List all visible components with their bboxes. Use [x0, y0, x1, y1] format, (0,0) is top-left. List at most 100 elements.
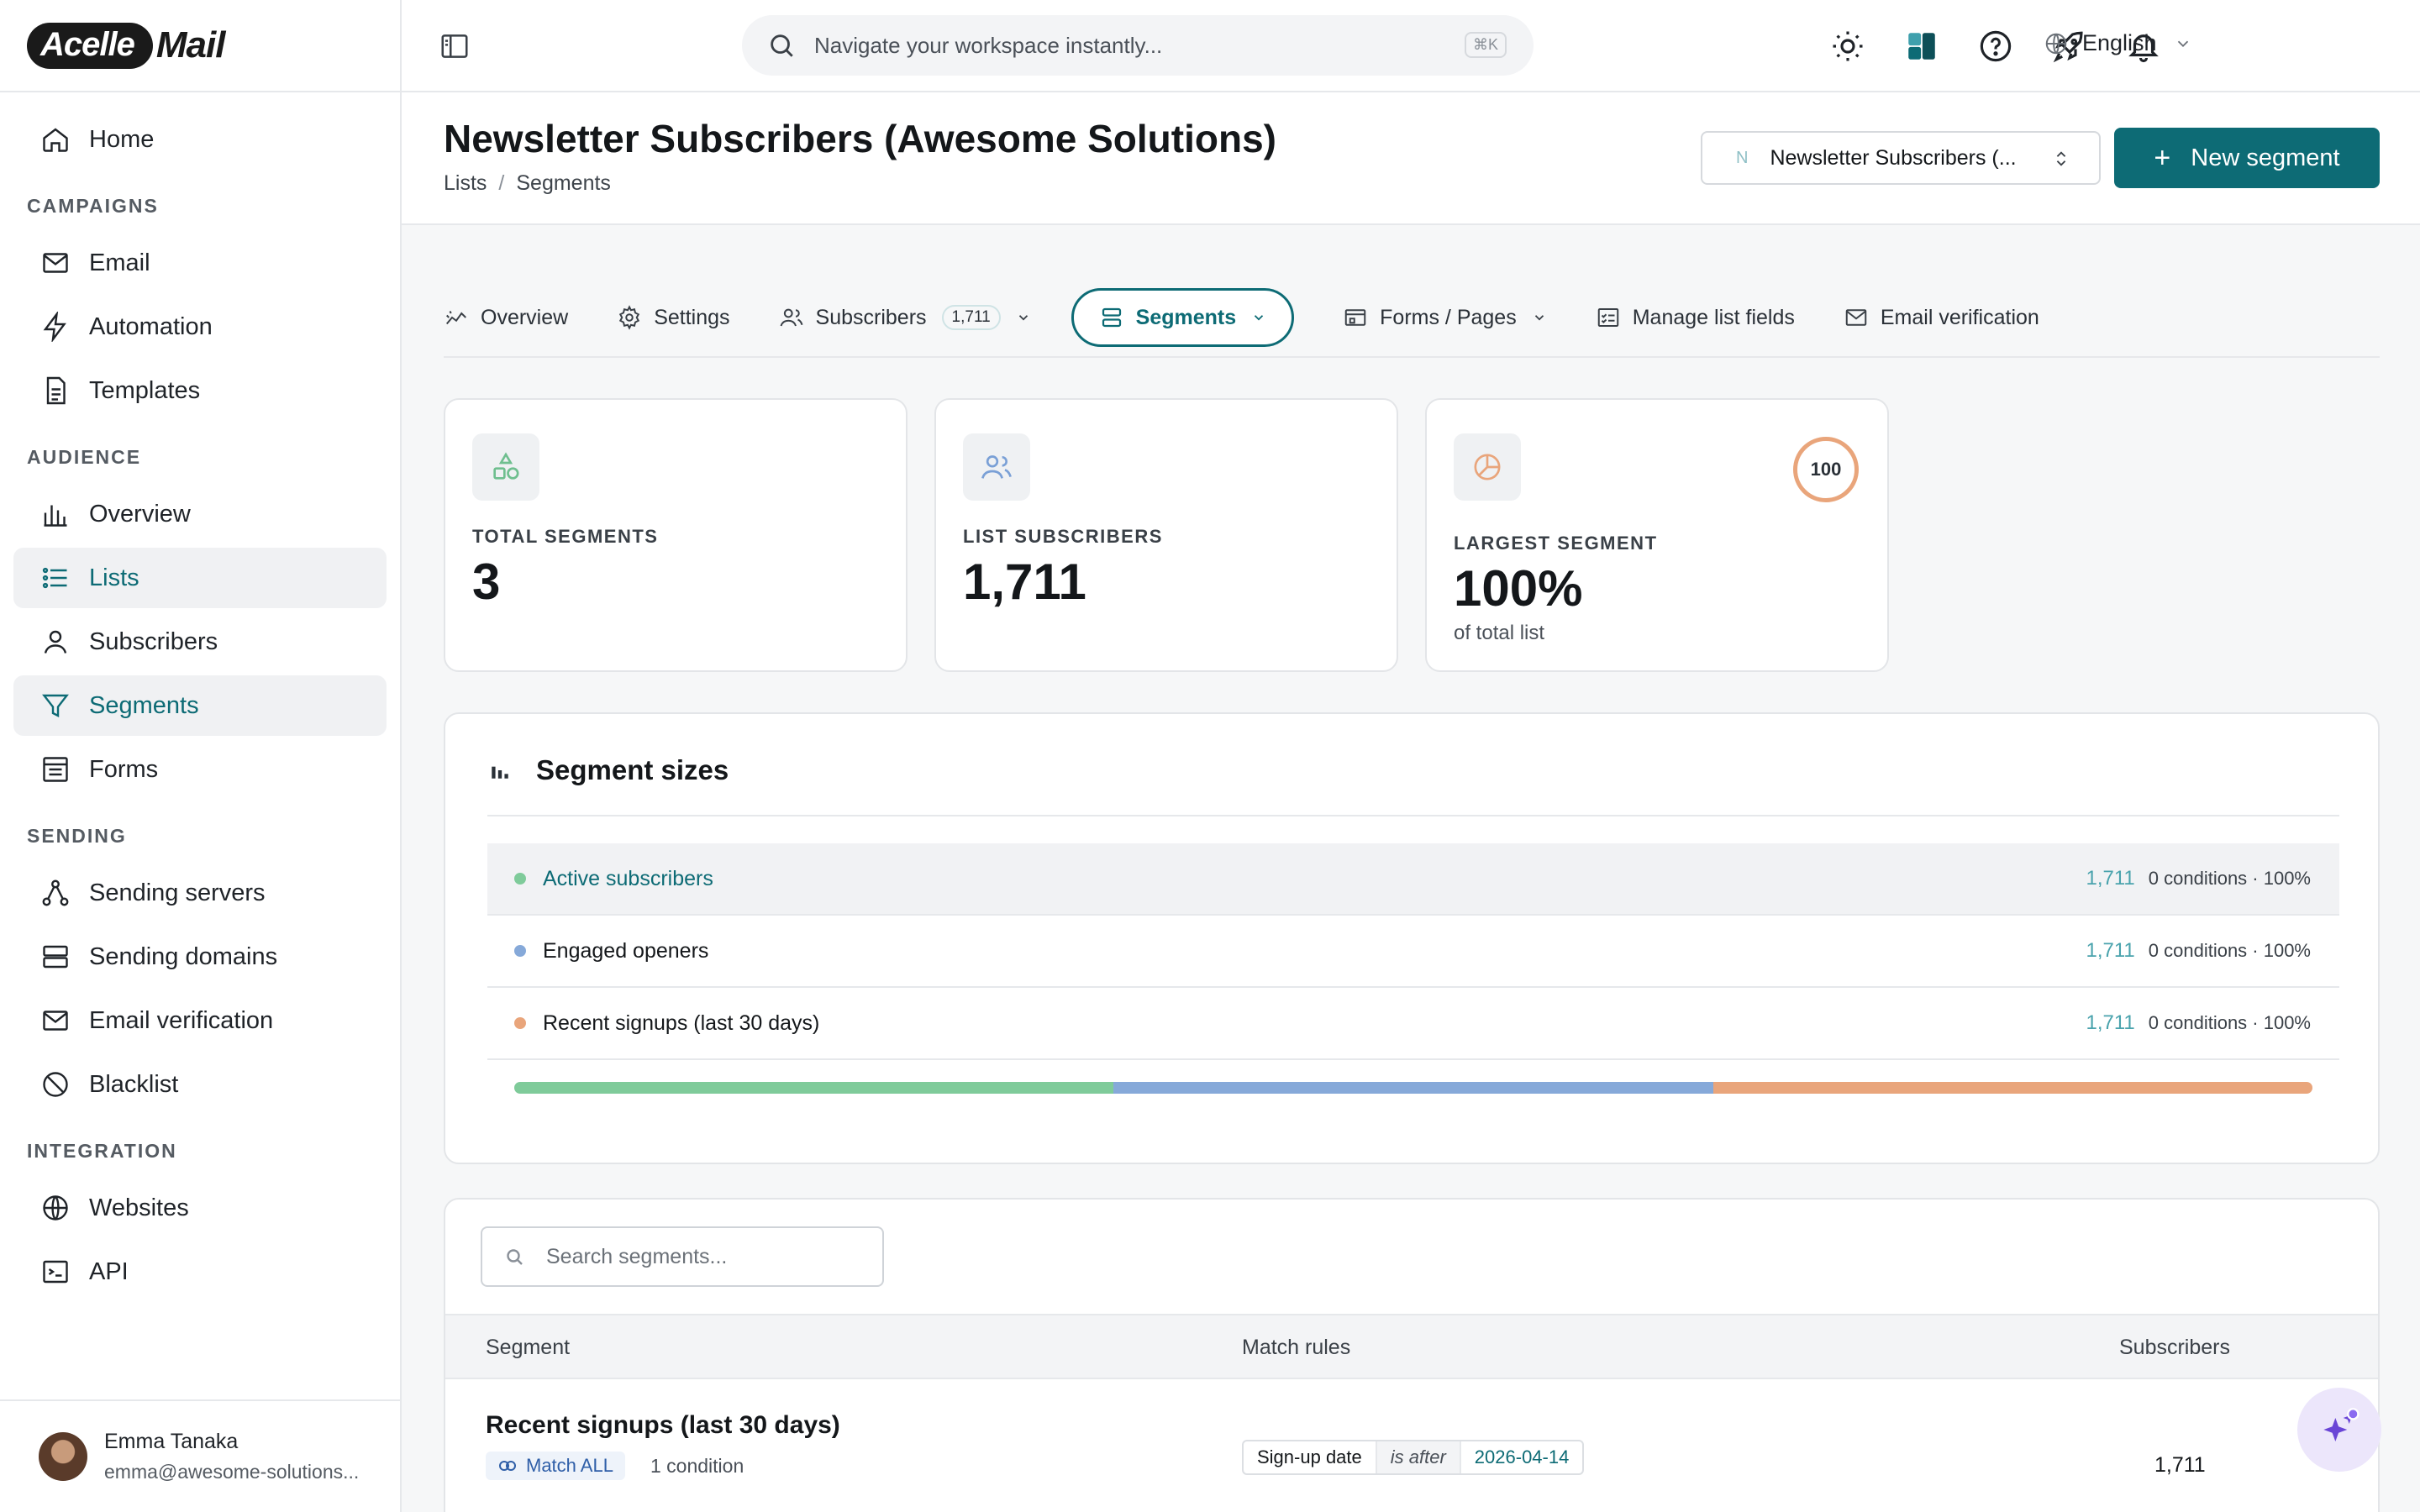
mail-icon	[43, 1011, 68, 1031]
sidebar-item-segments[interactable]: Segments	[13, 675, 387, 736]
form-icon	[43, 757, 68, 782]
stat-value: 1,711	[963, 554, 1086, 610]
segment-name: Engaged openers	[543, 938, 709, 963]
bell-icon[interactable]	[2126, 29, 2161, 64]
sidebar-item-sending-domains[interactable]: Sending domains	[13, 927, 387, 987]
breadcrumb-lists[interactable]: Lists	[444, 171, 487, 195]
plus-icon: +	[2154, 141, 2171, 174]
tab-label: Subscribers	[815, 305, 927, 329]
column-segment[interactable]: Segment	[486, 1336, 571, 1359]
segment-sizes-title: Segment sizes	[536, 754, 729, 785]
sidebar-item-overview[interactable]: Overview	[13, 484, 387, 544]
app-logo[interactable]: Acelle Mail	[0, 0, 400, 92]
stat-card-total-segments: TOTAL SEGMENTS 3	[444, 398, 908, 672]
new-segment-label: New segment	[2191, 144, 2340, 171]
theme-palette-icon[interactable]	[1904, 29, 1939, 64]
sidebar-item-sending-servers[interactable]: Sending servers	[13, 863, 387, 923]
segment-size-row[interactable]: Recent signups (last 30 days) 1,711 0 con…	[487, 988, 2339, 1060]
segment-size-row[interactable]: Engaged openers 1,711 0 conditions · 100%	[487, 916, 2339, 988]
sidebar-item-lists[interactable]: Lists	[13, 548, 387, 608]
tab-overview[interactable]: Overview	[444, 288, 568, 347]
sidebar-item-label: Websites	[89, 1194, 189, 1221]
list-selector[interactable]: N Newsletter Subscribers (...	[1701, 131, 2101, 185]
sidebar-item-label: Templates	[89, 376, 201, 404]
checklist-icon	[1597, 308, 1618, 327]
distribution-segment	[1712, 1082, 2312, 1094]
sidebar-item-templates[interactable]: Templates	[13, 360, 387, 421]
tab-email-verification[interactable]: Email verification	[1844, 288, 2039, 347]
segment-subscriber-count: 1,711	[2154, 1453, 2206, 1477]
topbar: Navigate your workspace instantly... ⌘K …	[402, 0, 2420, 92]
segment-count: 1,711	[2086, 867, 2135, 890]
sidebar-nav: Home CAMPAIGNS Email Automation Template…	[0, 92, 400, 1302]
tab-label: Overview	[481, 305, 569, 329]
tab-label: Forms / Pages	[1380, 305, 1517, 329]
mail-check-icon	[1845, 309, 1867, 326]
filter-icon	[42, 694, 69, 717]
stat-sub: of total list	[1454, 622, 1545, 644]
sidebar-toggle-icon[interactable]	[439, 30, 471, 62]
ai-assistant-button[interactable]	[2297, 1388, 2381, 1472]
sidebar-item-api[interactable]: API	[13, 1242, 387, 1302]
sidebar-item-forms[interactable]: Forms	[13, 739, 387, 800]
language-label: English	[2082, 30, 2157, 55]
new-segment-button[interactable]: + New segment	[2114, 128, 2380, 188]
segment-color-dot	[514, 945, 526, 957]
section-integration: INTEGRATION	[27, 1140, 177, 1162]
sidebar-item-email[interactable]: Email	[13, 233, 387, 293]
page-title: Newsletter Subscribers (Awesome Solution…	[444, 117, 1276, 160]
segment-color-dot	[514, 873, 526, 885]
sidebar-item-subscribers[interactable]: Subscribers	[13, 612, 387, 672]
segment-search-input[interactable]: Search segments...	[481, 1226, 884, 1287]
user-icon	[44, 630, 67, 654]
logo-mail: Mail	[155, 24, 226, 66]
table-row[interactable]: Recent signups (last 30 days) Match ALL …	[445, 1379, 2378, 1512]
tab-segments[interactable]: Segments	[1071, 288, 1295, 347]
tab-forms-pages[interactable]: Forms / Pages	[1343, 288, 1547, 347]
tab-settings[interactable]: Settings	[617, 288, 730, 347]
column-subscribers[interactable]: Subscribers	[2119, 1336, 2230, 1359]
user-profile[interactable]: Emma Tanaka emma@awesome-solutions...	[0, 1399, 400, 1512]
sidebar-item-blacklist[interactable]: Blacklist	[13, 1054, 387, 1115]
global-search[interactable]: Navigate your workspace instantly... ⌘K	[742, 15, 1534, 76]
terminal-icon	[43, 1260, 68, 1284]
gear-icon	[619, 305, 640, 330]
chevron-down-icon	[2177, 40, 2188, 47]
segment-name: Recent signups (last 30 days)	[543, 1011, 820, 1035]
section-audience: AUDIENCE	[27, 446, 142, 468]
segment-size-meta: 1,711 0 conditions · 100%	[2086, 939, 2311, 963]
sun-icon[interactable]	[1830, 29, 1865, 64]
sidebar-item-home[interactable]: Home	[13, 109, 387, 170]
sidebar-item-label: Email verification	[89, 1006, 274, 1034]
language-selector[interactable]: English	[2044, 30, 2206, 56]
stat-card-list-subscribers: LIST SUBSCRIBERS 1,711	[934, 398, 1398, 672]
help-icon[interactable]	[1978, 29, 2013, 64]
server-icon	[43, 945, 68, 969]
sidebar-item-email-verification[interactable]: Email verification	[13, 990, 387, 1051]
sparkle-icon	[2323, 1408, 2360, 1441]
segment-count: 1,711	[2086, 1011, 2135, 1034]
rule-value: 2026-04-14	[1474, 1446, 1570, 1467]
search-placeholder: Search segments...	[546, 1244, 728, 1268]
tab-label: Settings	[654, 305, 730, 329]
tab-manage-list-fields[interactable]: Manage list fields	[1596, 288, 1795, 347]
user-email: emma@awesome-solutions...	[104, 1461, 360, 1483]
segment-color-dot	[514, 1017, 526, 1029]
sidebar-item-label: Subscribers	[89, 627, 218, 655]
home-icon	[43, 128, 68, 152]
segment-row-name[interactable]: Recent signups (last 30 days)	[486, 1411, 840, 1439]
sidebar-item-websites[interactable]: Websites	[13, 1178, 387, 1238]
sidebar-item-label: Segments	[89, 691, 199, 719]
segment-name: Active subscribers	[543, 866, 713, 890]
segment-sizes-header: Segment sizes	[489, 754, 729, 786]
sidebar: Acelle Mail Home CAMPAIGNS Email Automat…	[0, 0, 402, 1512]
segment-size-row[interactable]: Active subscribers 1,711 0 conditions · 1…	[487, 843, 2339, 916]
avatar	[39, 1432, 87, 1481]
sidebar-item-automation[interactable]: Automation	[13, 297, 387, 357]
divider	[487, 815, 2339, 816]
stat-value: 3	[472, 554, 501, 610]
segment-size-meta: 1,711 0 conditions · 100%	[2086, 1011, 2311, 1035]
page-header: Newsletter Subscribers (Awesome Solution…	[402, 92, 2420, 225]
sidebar-item-label: Sending servers	[89, 879, 266, 906]
tab-subscribers[interactable]: Subscribers 1,711	[779, 288, 1031, 347]
